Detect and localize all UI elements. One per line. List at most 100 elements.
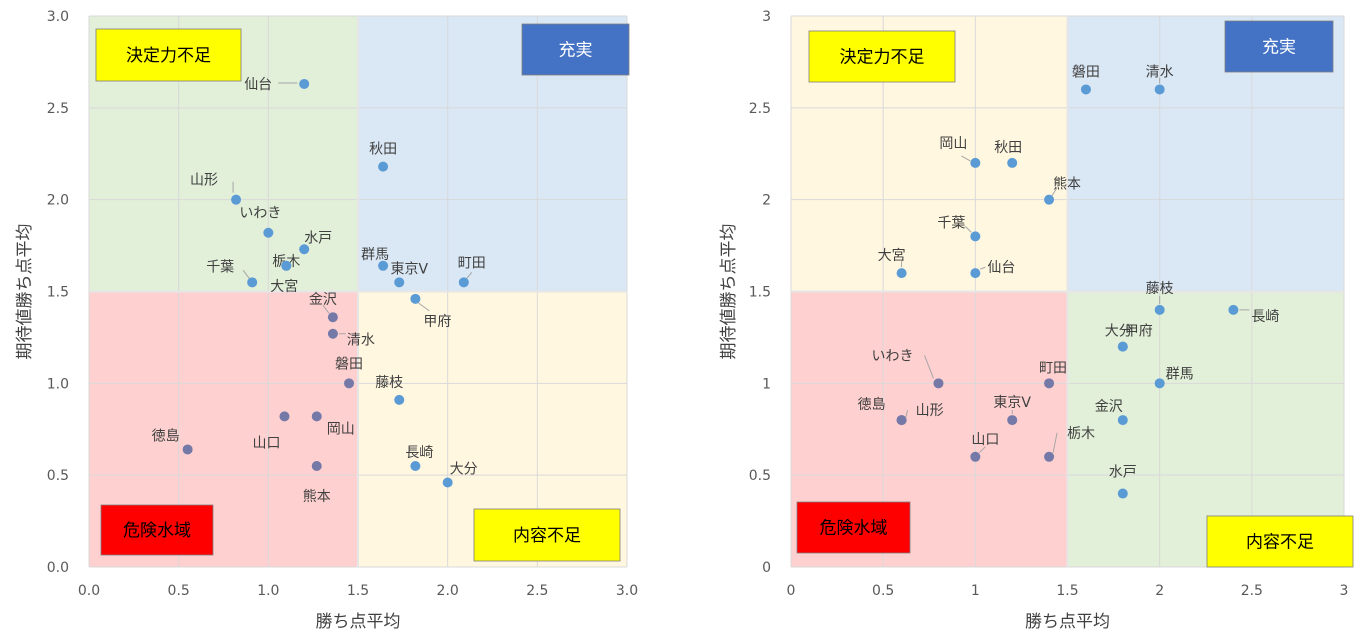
y-tick-label: 0.5 (47, 468, 69, 484)
data-point (970, 231, 981, 242)
data-point-label: 大分 (450, 462, 478, 478)
x-tick-label: 0.0 (78, 583, 100, 599)
data-point-label: 磐田 (335, 356, 363, 372)
data-point (410, 293, 421, 304)
y-axis-title: 期待値勝ち点平均 (15, 224, 35, 360)
x-axis-title: 勝ち点平均 (1025, 612, 1110, 632)
data-point-label: 大分 (1105, 324, 1133, 340)
data-point (442, 477, 453, 488)
data-point-label: 山形 (916, 403, 944, 419)
quadrant-bottom-left-label: 危険水域 (123, 521, 191, 541)
data-point-label: 甲府 (1125, 324, 1153, 340)
data-point-label: 水戸 (304, 230, 332, 246)
data-point-label: 仙台 (244, 77, 272, 93)
y-axis-title: 期待値勝ち点平均 (719, 224, 739, 360)
x-tick-label: 1.5 (347, 583, 369, 599)
label-leader-line (1051, 187, 1058, 196)
quadrant-bottom-right-label-box (1206, 515, 1354, 568)
data-point (1117, 415, 1128, 426)
data-point (896, 268, 907, 279)
data-point (1044, 451, 1055, 462)
label-leader-line (905, 409, 909, 419)
data-point-label: 徳島 (152, 428, 180, 444)
data-point-label: 栃木 (1067, 426, 1095, 442)
y-tick-label: 1.5 (749, 285, 771, 301)
data-point (378, 161, 389, 172)
label-leader-line (322, 304, 330, 314)
data-point-label: 山形 (190, 173, 218, 189)
data-point (279, 411, 290, 422)
quadrant-bottom-right-label-box (473, 508, 621, 562)
data-point (299, 244, 310, 255)
data-point-label: 仙台 (987, 260, 1015, 276)
data-point-label: 町田 (458, 255, 486, 271)
data-point (458, 277, 469, 288)
data-point-label: いわき (239, 206, 281, 222)
y-tick-label: 3 (762, 9, 771, 25)
data-point-label: 山口 (252, 435, 280, 451)
scatter-chart-2: 0 0.5 1 1.5 2 2.5 3 0 0.5 1 1.5 2 2.5 3 勝ち点平均 期待値勝ち点平均 決… (719, 9, 1354, 632)
data-point-label: 藤枝 (1146, 281, 1174, 297)
data-point-label: 東京V (993, 395, 1031, 411)
data-point (311, 411, 322, 422)
data-point (281, 260, 292, 271)
quadrant-top-right-label-box (521, 23, 630, 76)
data-point-label: 岡山 (939, 136, 967, 152)
label-leader-line (961, 155, 971, 162)
x-tick-label: 2 (1155, 583, 1164, 599)
data-point (1154, 378, 1165, 389)
data-point-label: 金沢 (1095, 399, 1123, 415)
quadrant-top-left-label: 決定力不足 (840, 48, 925, 68)
data-point (231, 194, 242, 205)
data-point-label: 藤枝 (375, 375, 403, 391)
x-tick-label: 0 (787, 583, 796, 599)
data-point (1154, 84, 1165, 95)
scatter-chart-1: 0.0 0.5 1.0 1.5 2.0 2.5 3.0 0.0 0.5 1.0 1.5 2.0 2.5 3… (15, 9, 638, 632)
data-point-label: 熊本 (303, 489, 331, 505)
data-point (182, 444, 193, 455)
quadrant-top-right-label: 充実 (1262, 38, 1296, 58)
x-axis-title: 勝ち点平均 (316, 612, 401, 632)
data-point (933, 378, 944, 389)
data-point-label: 群馬 (1166, 366, 1194, 382)
data-point (1117, 341, 1128, 352)
label-leader-line (466, 271, 473, 279)
data-point (378, 260, 389, 271)
y-tick-label: 0 (762, 560, 771, 576)
x-tick-label: 3 (1340, 583, 1349, 599)
data-point (247, 277, 258, 288)
x-tick-label: 3.0 (616, 583, 638, 599)
data-point (1044, 194, 1055, 205)
data-point-label: 山口 (971, 432, 999, 448)
data-point-label: いわき (871, 348, 913, 364)
x-tick-label: 0.5 (872, 583, 894, 599)
data-point-label: 千葉 (937, 215, 965, 231)
data-point-label: 大宮 (878, 248, 906, 264)
data-point-label: 秋田 (994, 140, 1022, 156)
y-tick-label: 0.5 (749, 468, 771, 484)
y-tick-label: 3.0 (47, 9, 69, 25)
data-point-label: 岡山 (327, 421, 355, 437)
quadrant-bottom-right-label: 内容不足 (513, 526, 581, 546)
y-tick-label: 1.0 (47, 376, 69, 392)
label-leader-line (978, 446, 986, 454)
data-point (311, 460, 322, 471)
quadrant-bottom-left-label: 危険水域 (820, 519, 888, 539)
label-leader-line (1052, 432, 1058, 453)
data-point (327, 328, 338, 339)
data-point-label: 東京V (390, 261, 428, 277)
label-leader-line (242, 270, 250, 279)
y-tick-label: 1 (762, 376, 771, 392)
data-point (327, 312, 338, 323)
label-leader-line (924, 355, 934, 379)
data-point-label: 秋田 (369, 142, 397, 158)
quadrant-bottom-left-label-box (100, 504, 214, 556)
data-point (970, 268, 981, 279)
x-tick-label: 0.5 (168, 583, 190, 599)
quadrant-top-right-label: 充実 (559, 41, 593, 61)
y-tick-label: 2.5 (749, 101, 771, 117)
x-tick-label: 1.0 (257, 583, 279, 599)
data-point (1080, 84, 1091, 95)
data-point-label: 水戸 (1109, 465, 1137, 481)
